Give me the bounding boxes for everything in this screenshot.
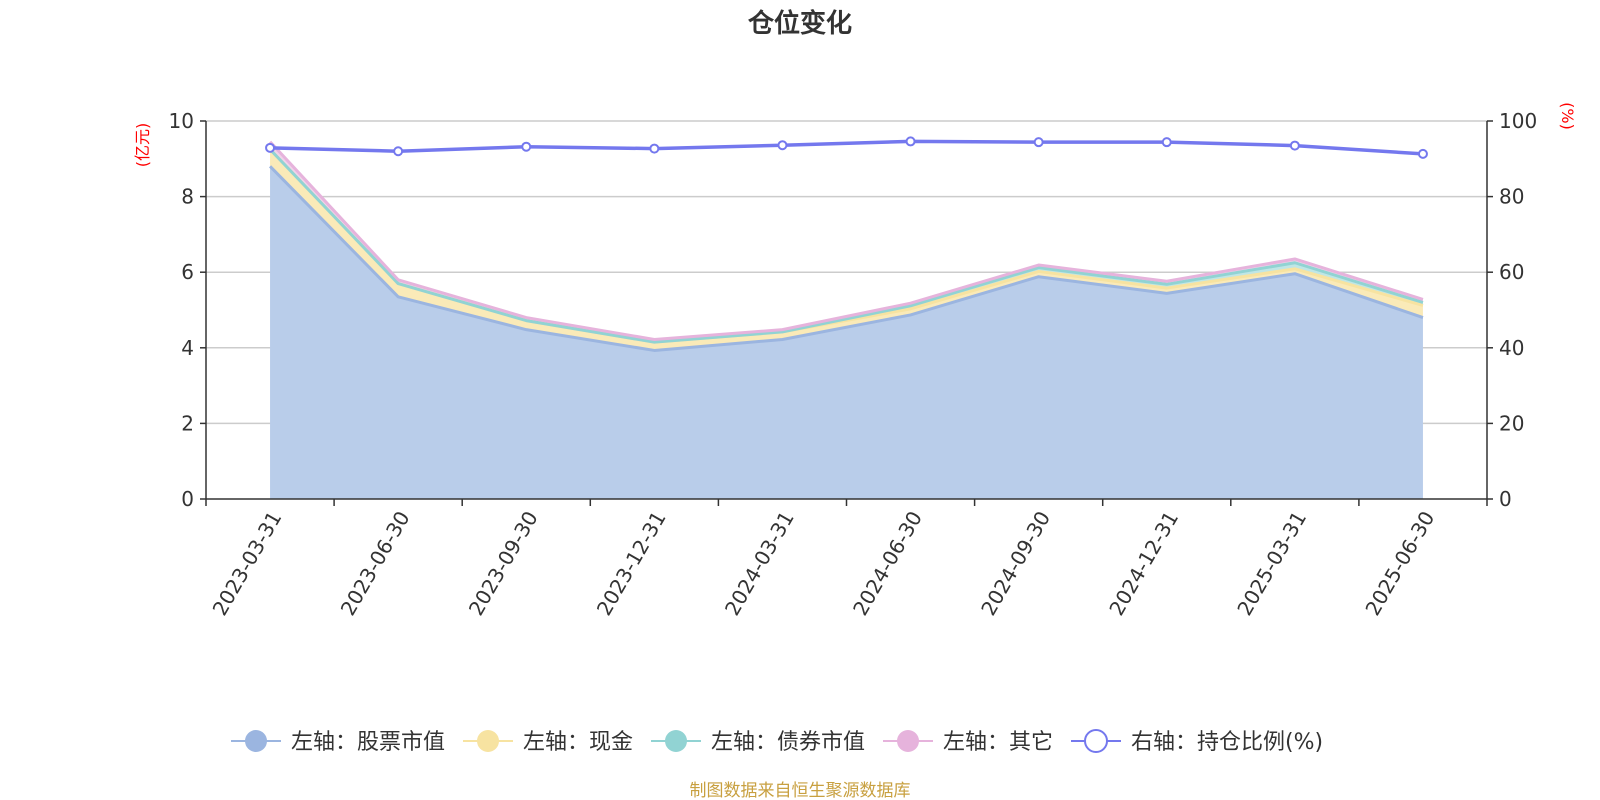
right-axis-tick-label: 60 (1499, 260, 1524, 284)
legend-label: 右轴：持仓比例(%) (1131, 730, 1323, 755)
ratio-point (1161, 137, 1172, 148)
ratio-line-layer (265, 136, 1428, 159)
right-axis-unit: (%) (1558, 102, 1577, 130)
x-axis-category-label: 2025-06-30 (1360, 507, 1439, 620)
left-axis-tick-label: 10 (169, 109, 194, 133)
legend-item: 左轴：其它 (883, 730, 1053, 755)
left-axis-tick-label: 0 (181, 487, 194, 511)
stacked-areas (268, 140, 1424, 500)
legend-marker (665, 730, 687, 752)
ratio-point (649, 143, 660, 154)
x-axis-category-label: 2024-09-30 (976, 507, 1055, 620)
legend-item: 左轴：现金 (463, 730, 633, 755)
left-axis-tick-label: 4 (181, 336, 194, 360)
legend-marker (897, 730, 919, 752)
legend-item: 右轴：持仓比例(%) (1071, 729, 1323, 755)
x-axis-category-label: 2023-12-31 (592, 507, 671, 620)
x-axis-category-label: 2024-03-31 (720, 507, 799, 620)
legend: 左轴：股票市值 左轴：现金 左轴：债券市值 左轴：其它 右轴：持仓比例(%) (231, 729, 1323, 755)
legend-label: 左轴：其它 (943, 730, 1053, 755)
ratio-point (265, 142, 276, 153)
legend-marker (477, 730, 499, 752)
x-axis-category-label: 2023-09-30 (464, 507, 543, 620)
ratio-point (1289, 140, 1300, 151)
ratio-line (270, 139, 1424, 156)
legend-item: 左轴：债券市值 (651, 730, 865, 755)
right-axis-tick-label: 20 (1499, 411, 1524, 435)
x-axis-category-label: 2024-12-31 (1104, 507, 1183, 620)
ratio-point (905, 136, 916, 147)
left-axis-tick-label: 2 (181, 411, 194, 435)
right-axis-tick-label: 0 (1499, 487, 1512, 511)
series-line-左轴：其它 (268, 140, 1424, 341)
left-axis-tick-label: 8 (181, 185, 194, 209)
ratio-point (1417, 148, 1428, 159)
legend-label: 左轴：股票市值 (291, 730, 445, 755)
right-axis-tick-label: 80 (1499, 185, 1524, 209)
right-axis-tick-label: 100 (1499, 109, 1537, 133)
legend-marker (1084, 729, 1108, 753)
left-axis-unit: (亿元) (133, 123, 152, 168)
x-axis-category-label: 2024-06-30 (848, 507, 927, 620)
chart-title: 仓位变化 (747, 8, 852, 39)
series-line-左轴：债券市值 (268, 148, 1424, 344)
legend-label: 左轴：现金 (523, 730, 633, 755)
ratio-point (521, 141, 532, 152)
legend-marker (245, 730, 267, 752)
x-axis-category-label: 2023-06-30 (336, 507, 415, 620)
x-axis-category-label: 2025-03-31 (1232, 507, 1311, 620)
ratio-point (1033, 137, 1044, 148)
series-line-左轴：股票市值 (268, 165, 1424, 352)
ratio-point (777, 140, 788, 151)
ratio-point (393, 146, 404, 157)
data-source-footer: 制图数据来自恒生聚源数据库 (690, 781, 911, 800)
legend-item: 左轴：股票市值 (231, 730, 445, 755)
right-axis-tick-label: 40 (1499, 336, 1524, 360)
legend-label: 左轴：债券市值 (711, 730, 865, 755)
left-axis-tick-label: 6 (181, 260, 194, 284)
area-左轴：股票市值 (270, 166, 1423, 500)
x-axis-category-label: 2023-03-31 (208, 507, 287, 620)
